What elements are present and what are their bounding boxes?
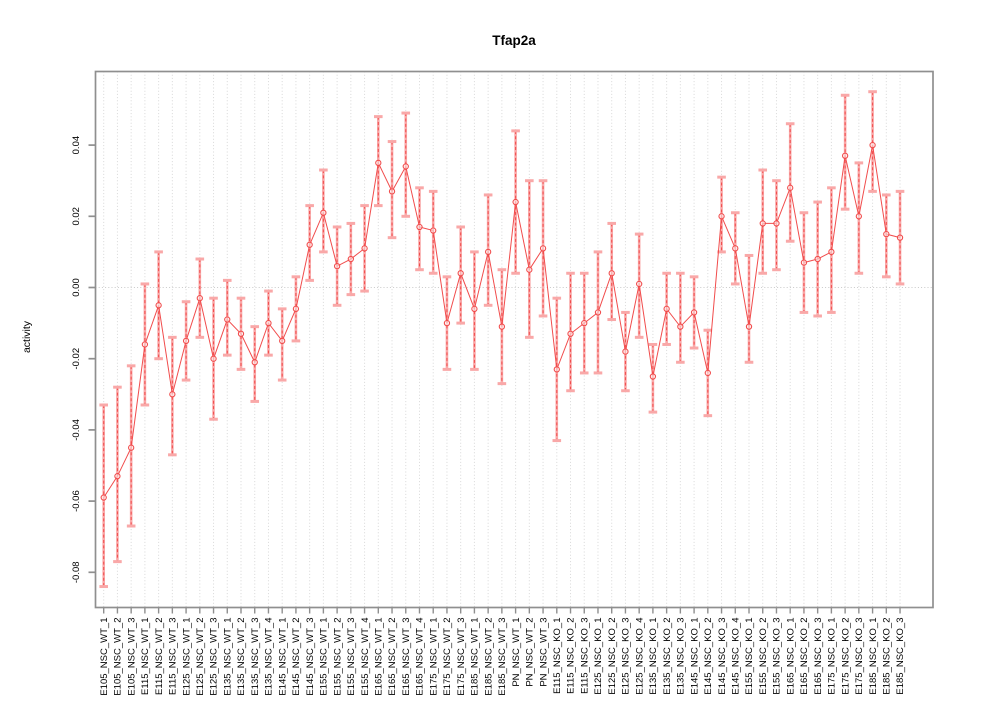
- svg-text:PN_NSC_WT_2: PN_NSC_WT_2: [525, 618, 536, 687]
- svg-text:E155_NSC_KO_1: E155_NSC_KO_1: [744, 618, 755, 695]
- svg-text:E185_NSC_WT_2: E185_NSC_WT_2: [483, 618, 494, 696]
- svg-text:E155_NSC_KO_3: E155_NSC_KO_3: [772, 618, 783, 695]
- plot-border: [94, 70, 934, 609]
- chart-title: Tfap2a: [492, 33, 536, 48]
- svg-text:E185_NSC_KO_3: E185_NSC_KO_3: [895, 618, 906, 695]
- svg-text:0.02: 0.02: [71, 207, 82, 226]
- svg-text:E125_NSC_KO_1: E125_NSC_KO_1: [593, 618, 604, 695]
- svg-text:E165_NSC_WT_3: E165_NSC_WT_3: [401, 618, 412, 696]
- svg-text:E175_NSC_KO_3: E175_NSC_KO_3: [854, 618, 865, 695]
- svg-text:E135_NSC_KO_3: E135_NSC_KO_3: [676, 618, 687, 695]
- svg-text:E115_NSC_KO_2: E115_NSC_KO_2: [566, 618, 577, 694]
- svg-text:E125_NSC_KO_2: E125_NSC_KO_2: [607, 618, 618, 695]
- svg-text:E175_NSC_KO_1: E175_NSC_KO_1: [827, 618, 838, 695]
- x-axis: E105_NSC_WT_1 E105_NSC_WT_2 E105_NSC_WT_3 E…: [99, 607, 906, 696]
- svg-text:-0.02: -0.02: [71, 348, 82, 370]
- svg-text:E155_NSC_WT_4: E155_NSC_WT_4: [360, 618, 371, 696]
- svg-text:E155_NSC_WT_1: E155_NSC_WT_1: [319, 618, 330, 696]
- svg-text:E165_NSC_KO_1: E165_NSC_KO_1: [785, 618, 796, 695]
- svg-text:E185_NSC_KO_1: E185_NSC_KO_1: [868, 618, 879, 695]
- svg-text:E135_NSC_WT_4: E135_NSC_WT_4: [264, 618, 275, 696]
- svg-text:E145_NSC_KO_2: E145_NSC_KO_2: [703, 618, 714, 695]
- svg-text:E135_NSC_WT_3: E135_NSC_WT_3: [250, 618, 261, 696]
- svg-text:E135_NSC_KO_2: E135_NSC_KO_2: [662, 618, 673, 695]
- svg-text:E145_NSC_KO_4: E145_NSC_KO_4: [730, 618, 741, 695]
- gridlines: [95, 71, 933, 608]
- svg-text:E155_NSC_WT_3: E155_NSC_WT_3: [346, 618, 357, 696]
- svg-text:E125_NSC_WT_2: E125_NSC_WT_2: [195, 618, 206, 696]
- svg-text:E125_NSC_KO_4: E125_NSC_KO_4: [634, 618, 645, 695]
- svg-text:E125_NSC_WT_1: E125_NSC_WT_1: [181, 618, 192, 696]
- svg-text:E115_NSC_WT_2: E115_NSC_WT_2: [154, 618, 165, 695]
- y-axis: 0.04 0.02 0.00 -0.02 -0.04 -0.06 -0.08: [71, 136, 96, 583]
- svg-text:E145_NSC_WT_1: E145_NSC_WT_1: [277, 618, 288, 696]
- svg-text:E145_NSC_KO_3: E145_NSC_KO_3: [717, 618, 728, 695]
- svg-text:-0.08: -0.08: [71, 561, 82, 583]
- svg-text:E115_NSC_WT_1: E115_NSC_WT_1: [140, 618, 151, 695]
- svg-text:E115_NSC_KO_1: E115_NSC_KO_1: [552, 618, 563, 694]
- svg-text:E155_NSC_KO_2: E155_NSC_KO_2: [758, 618, 769, 695]
- svg-text:E135_NSC_WT_2: E135_NSC_WT_2: [236, 618, 247, 696]
- svg-text:E155_NSC_WT_2: E155_NSC_WT_2: [332, 618, 343, 696]
- data-point-markers: [100, 141, 904, 501]
- svg-text:E135_NSC_WT_1: E135_NSC_WT_1: [222, 618, 233, 696]
- svg-text:E145_NSC_WT_3: E145_NSC_WT_3: [305, 618, 316, 696]
- svg-text:PN_NSC_WT_3: PN_NSC_WT_3: [538, 618, 549, 687]
- svg-text:E165_NSC_KO_2: E165_NSC_KO_2: [799, 618, 810, 695]
- svg-text:E125_NSC_KO_3: E125_NSC_KO_3: [621, 618, 632, 695]
- svg-text:-0.06: -0.06: [71, 490, 82, 512]
- svg-text:E185_NSC_WT_3: E185_NSC_WT_3: [497, 618, 508, 696]
- svg-text:E165_NSC_WT_1: E165_NSC_WT_1: [374, 618, 385, 696]
- svg-text:E175_NSC_WT_3: E175_NSC_WT_3: [456, 618, 467, 696]
- svg-text:E115_NSC_KO_3: E115_NSC_KO_3: [579, 618, 590, 694]
- svg-text:PN_NSC_WT_1: PN_NSC_WT_1: [511, 618, 522, 687]
- svg-text:E175_NSC_WT_1: E175_NSC_WT_1: [428, 618, 439, 696]
- svg-text:E105_NSC_WT_1: E105_NSC_WT_1: [99, 618, 110, 696]
- svg-text:E175_NSC_KO_2: E175_NSC_KO_2: [840, 618, 851, 695]
- svg-text:E105_NSC_WT_3: E105_NSC_WT_3: [126, 618, 137, 696]
- svg-text:E115_NSC_WT_3: E115_NSC_WT_3: [168, 618, 179, 695]
- svg-text:E135_NSC_KO_1: E135_NSC_KO_1: [648, 618, 659, 695]
- svg-text:E105_NSC_WT_2: E105_NSC_WT_2: [113, 618, 124, 696]
- svg-text:E125_NSC_WT_3: E125_NSC_WT_3: [209, 618, 220, 696]
- svg-text:E145_NSC_WT_2: E145_NSC_WT_2: [291, 618, 302, 696]
- svg-text:E145_NSC_KO_1: E145_NSC_KO_1: [689, 618, 700, 695]
- svg-text:E185_NSC_KO_2: E185_NSC_KO_2: [882, 618, 893, 695]
- svg-text:0.04: 0.04: [71, 136, 82, 155]
- svg-text:E175_NSC_WT_2: E175_NSC_WT_2: [442, 618, 453, 696]
- svg-text:0.00: 0.00: [71, 278, 82, 297]
- svg-text:E165_NSC_WT_4: E165_NSC_WT_4: [415, 618, 426, 696]
- svg-text:E165_NSC_WT_2: E165_NSC_WT_2: [387, 618, 398, 696]
- svg-text:-0.04: -0.04: [71, 419, 82, 441]
- svg-text:E165_NSC_KO_3: E165_NSC_KO_3: [813, 618, 824, 695]
- svg-text:E185_NSC_WT_1: E185_NSC_WT_1: [470, 618, 481, 696]
